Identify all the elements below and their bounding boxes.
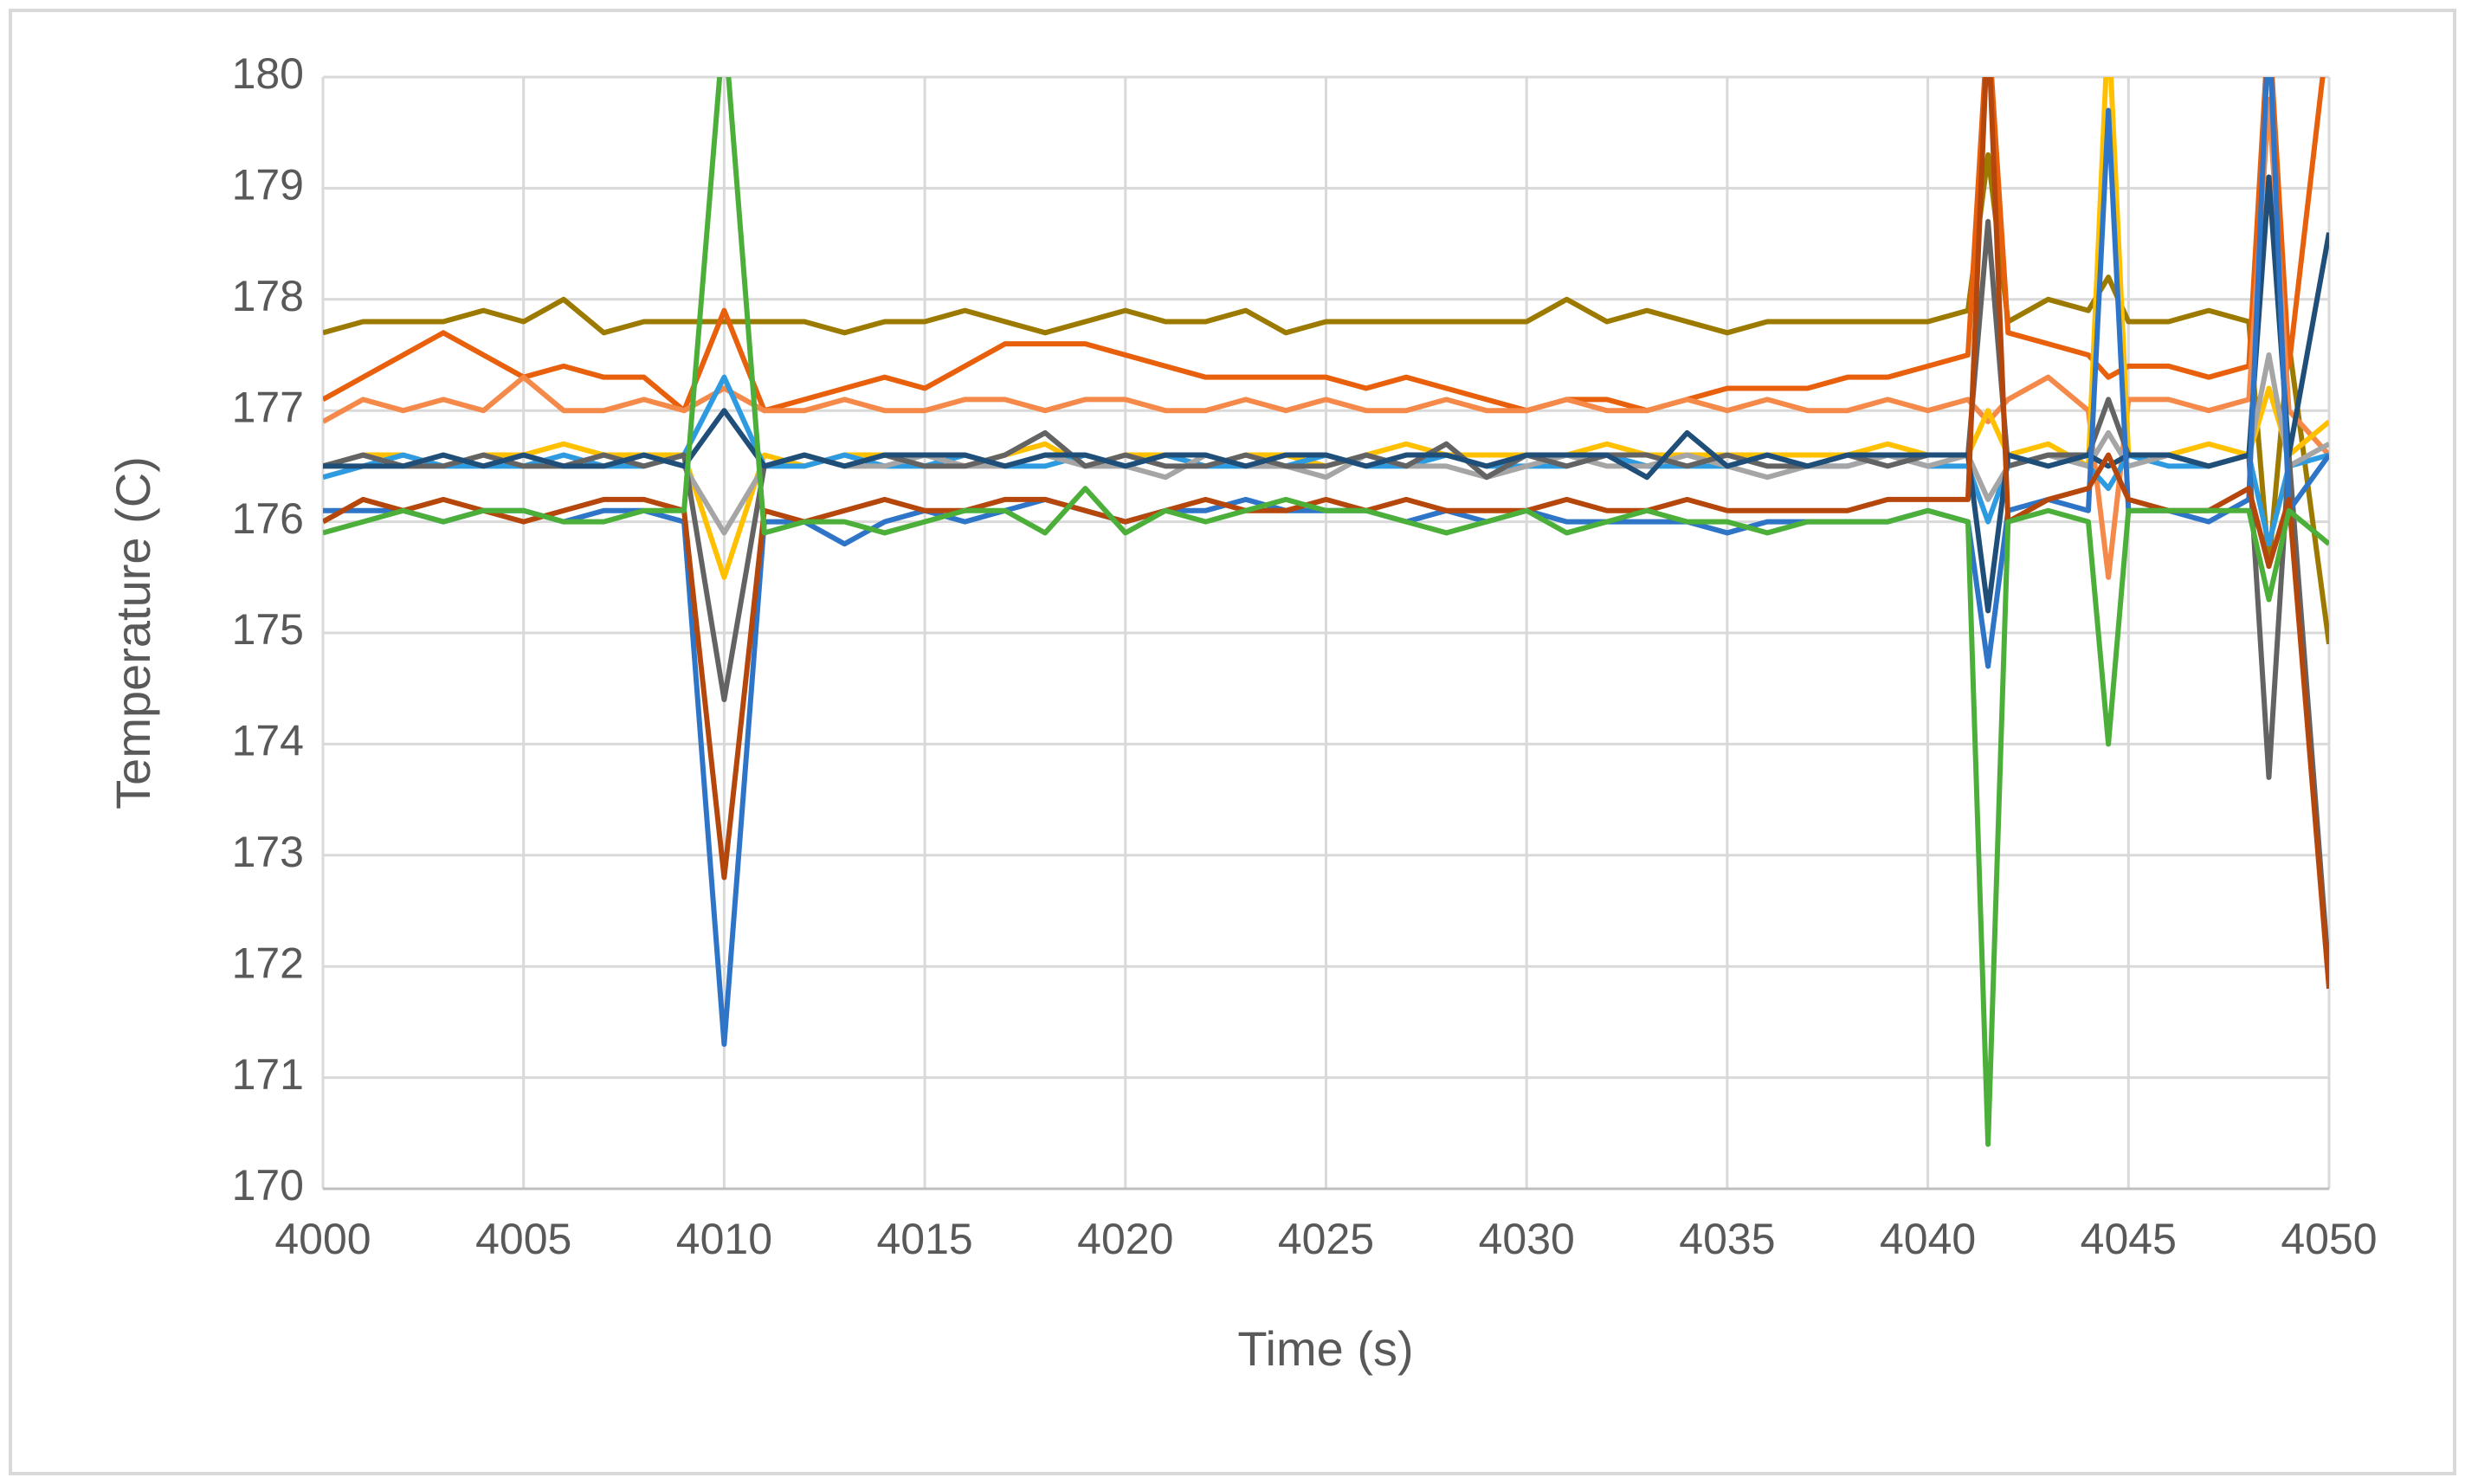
x-tick-label: 4035 — [1679, 1215, 1775, 1263]
x-tick-label: 4010 — [676, 1215, 772, 1263]
x-axis-title: Time (s) — [1237, 1321, 1413, 1376]
y-axis-title: Temperature (C) — [106, 456, 160, 810]
chart-frame — [9, 9, 2456, 1475]
series-line — [323, 77, 2326, 414]
x-tick-label: 4000 — [274, 1215, 371, 1263]
y-tick-label: 173 — [232, 828, 304, 876]
x-tick-label: 4050 — [2281, 1215, 2377, 1263]
plot-lines — [323, 77, 2329, 1147]
x-tick-label: 4045 — [2081, 1215, 2177, 1263]
x-tick-label: 4030 — [1479, 1215, 1575, 1263]
x-tick-label: 4025 — [1278, 1215, 1374, 1263]
y-tick-label: 172 — [232, 939, 304, 987]
x-tick-label: 4040 — [1880, 1215, 1976, 1263]
series-line — [323, 77, 2329, 1147]
y-tick-label: 178 — [232, 272, 304, 320]
y-tick-label: 170 — [232, 1161, 304, 1210]
labels: Time (s) Temperature (C) 170 171 172 173 174… — [106, 49, 2378, 1376]
x-tick-label: 4015 — [876, 1215, 972, 1263]
y-tick-label: 174 — [232, 717, 304, 765]
y-tick-label: 177 — [232, 383, 304, 431]
series-line — [323, 96, 2329, 580]
series-line — [323, 152, 2329, 645]
series-line — [323, 174, 2329, 614]
y-tick-label: 180 — [232, 49, 304, 98]
y-tick-label: 175 — [232, 605, 304, 654]
y-tick-label: 176 — [232, 494, 304, 543]
x-tick-label: 4005 — [475, 1215, 571, 1263]
y-tick-label: 179 — [232, 161, 304, 210]
x-tick-label: 4020 — [1077, 1215, 1173, 1263]
y-tick-label: 171 — [232, 1050, 304, 1099]
